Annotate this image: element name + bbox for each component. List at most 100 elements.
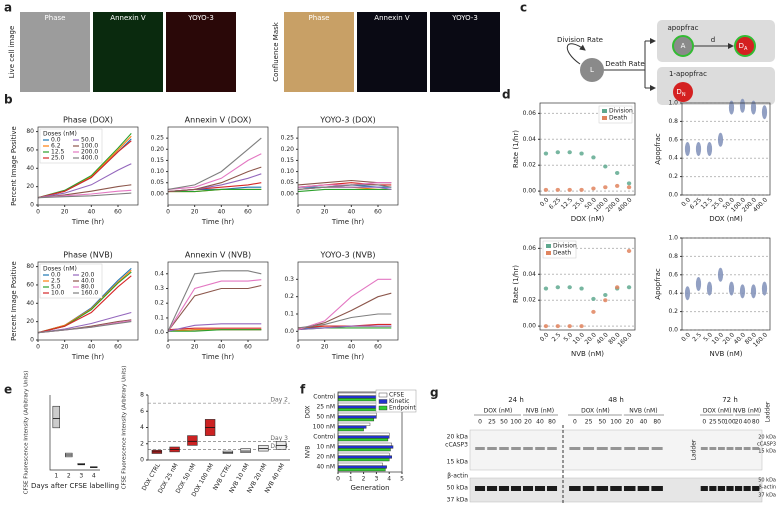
x-tick-label: 20 [191,209,199,216]
x-tick-label: 1 [54,473,58,480]
legend-label: 0.0 [51,272,61,279]
violin [555,150,561,155]
plot-frame [297,126,399,206]
violin [695,277,702,291]
y-tick-label: 0.0 [668,192,678,199]
y-tick-label: 0.6 [668,271,678,278]
x-tick-label: 40 [348,344,356,351]
x-tick-label: 40 [88,209,96,216]
violin [567,150,572,155]
y-tick-label: 0.02 [523,297,537,304]
marker-label: 37 kDa [758,493,776,499]
violin [626,185,632,190]
bar [337,465,387,469]
box [258,445,269,452]
y-tick-label: 0.00 [523,323,537,330]
x-axis-label: NVB (nM) [571,350,604,358]
violin [591,186,596,191]
y-tick-label: 20 [26,318,34,325]
lane-label: 100 [610,419,622,426]
band [700,486,708,491]
x-tick-label: 20 [61,209,69,216]
y-axis-label: Rate (1/hr) [512,130,520,168]
drug-label: DOX (nM) [581,408,610,415]
not-apopfrac-label: 1-apopfrac [669,70,707,78]
band [487,447,497,450]
violin [626,181,632,186]
y-tick-label: 0.8 [668,253,678,260]
image-label: YOYO-3 [451,14,478,22]
drug-label: NVB (nM) [526,408,554,415]
lane-label: 80 [653,419,661,426]
band [637,447,649,450]
y-tick-label: Control [313,394,335,401]
series-line [297,184,392,190]
band [743,447,751,450]
series-line [167,270,262,332]
bar [337,468,386,472]
y-tick-label: 0.2 [284,293,294,300]
x-tick-label: 25.0 [572,196,587,211]
band [734,486,743,491]
legend-label: Death [609,115,627,122]
violin [739,284,746,299]
marker-label: cCASP3 [445,442,468,449]
band [637,486,650,491]
y-tick-label: 0.4 [668,155,678,162]
drug-label: NVB (nM) [629,408,657,415]
series-line [167,166,262,193]
x-tick-label: 0 [36,344,40,351]
y-tick-label: 10 nM [316,444,335,451]
band [534,486,546,491]
legend-label: 6.2 [51,143,61,150]
x-tick-label: 2.5 [551,331,563,343]
y-tick-label: 0.0 [668,327,678,334]
plot-frame [37,126,139,206]
legend-swatch [378,399,388,404]
ladder-label: Ladder [765,401,772,422]
x-axis-label: Days after CFSE labelling [31,482,119,490]
panel-label: f [300,383,306,397]
marker-label: 15 kDa [447,459,469,466]
legend-label: 20.0 [81,272,95,279]
violin [728,281,735,296]
y-tick-label: 0.05 [281,179,295,186]
violin [567,187,572,192]
box [240,448,251,453]
time-label: 48 h [608,396,624,404]
axis [49,395,100,471]
violin [579,151,584,156]
y-tick-label: 0.02 [523,162,537,169]
x-axis-label: Time (hr) [71,353,104,361]
band [583,447,595,450]
band [510,486,522,491]
x-axis-label: Time (hr) [331,353,364,361]
lane-label: 100 [510,419,522,426]
legend-label: Division [553,243,577,250]
x-tick-label: 2 [362,476,366,483]
image [20,12,90,92]
x-tick-label: 60 [244,209,252,216]
y-tick-label: 0.8 [668,118,678,125]
bar [337,418,375,422]
band [709,447,717,450]
x-axis-label: Time (hr) [201,353,234,361]
band [651,486,663,491]
node-label: A [681,42,686,50]
violin [543,187,549,192]
chart-title: YOYO-3 (DOX) [319,116,375,125]
panel-a: Live cell image Phase Annexin V YOYO-3 C… [8,12,500,92]
band [474,486,486,491]
series-line [37,163,132,199]
image-label: Annexin V [374,14,410,22]
y-tick-label: 40 [26,165,34,172]
node-label: D [739,42,744,50]
y-tick-label: 40 nM [316,464,335,471]
band [511,447,521,450]
image-label: YOYO-3 [187,14,214,22]
bar [337,455,392,459]
y-tick-label: Control [313,434,335,441]
y-tick-label: 50 nM [316,414,335,421]
y-tick-label: 1.0 [668,100,678,107]
x-tick-label: 60 [244,344,252,351]
